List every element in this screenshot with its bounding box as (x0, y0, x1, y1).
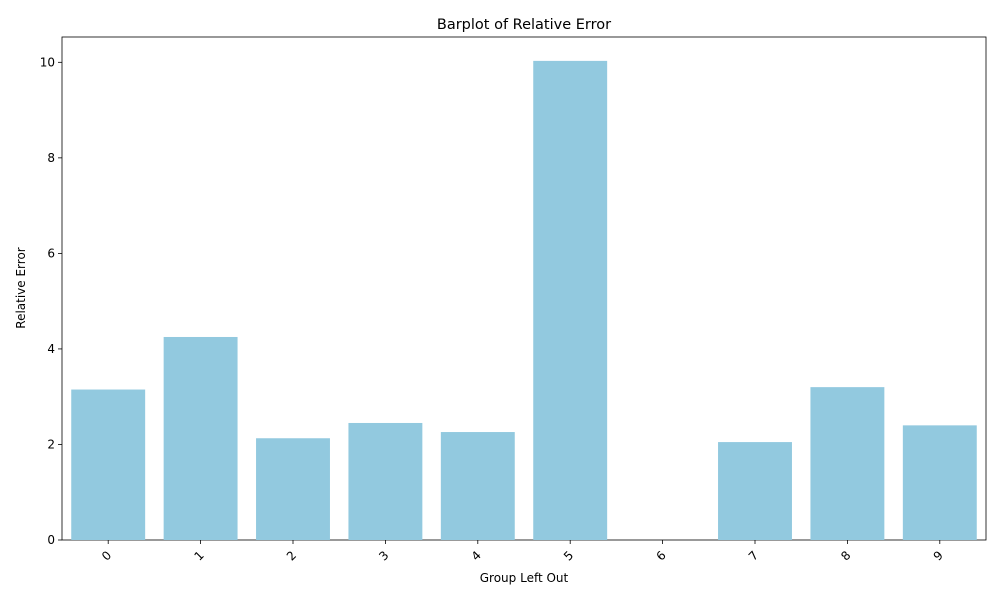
y-axis-ticks: 0 2 4 6 8 10 (40, 55, 62, 547)
x-axis-label: Group Left Out (480, 571, 569, 585)
x-tick-label: 1 (191, 548, 206, 563)
bar-9 (902, 425, 977, 540)
plot-frame (61, 36, 987, 541)
x-tick-label: 6 (653, 548, 668, 563)
x-tick-label: 9 (931, 548, 946, 563)
bar-8 (810, 387, 885, 540)
bars (71, 60, 977, 540)
y-axis-label: Relative Error (14, 247, 28, 329)
bar-3 (348, 422, 423, 540)
bar-4 (440, 432, 515, 540)
x-tick-label: 3 (376, 548, 391, 563)
bar-2 (256, 438, 330, 540)
y-tick-label: 6 (47, 246, 55, 260)
y-tick-label: 4 (47, 342, 55, 356)
x-tick-label: 4 (469, 548, 484, 563)
bar-7 (718, 442, 792, 540)
x-tick-label: 7 (746, 548, 761, 563)
y-tick-label: 0 (47, 533, 55, 547)
y-tick-label: 10 (40, 55, 55, 69)
x-tick-label: 2 (284, 548, 299, 563)
chart-title: Barplot of Relative Error (437, 17, 611, 33)
bar-1 (163, 336, 238, 540)
y-tick-label: 2 (47, 437, 55, 451)
plot-area (61, 36, 987, 541)
x-tick-label: 8 (838, 548, 853, 563)
bar-0 (71, 389, 146, 540)
x-tick-label: 0 (99, 548, 114, 563)
x-axis-ticks: 0 1 2 3 4 5 6 7 8 9 (99, 540, 946, 564)
y-tick-label: 8 (47, 151, 55, 165)
x-tick-label: 5 (561, 548, 576, 563)
bar-5 (533, 60, 608, 540)
